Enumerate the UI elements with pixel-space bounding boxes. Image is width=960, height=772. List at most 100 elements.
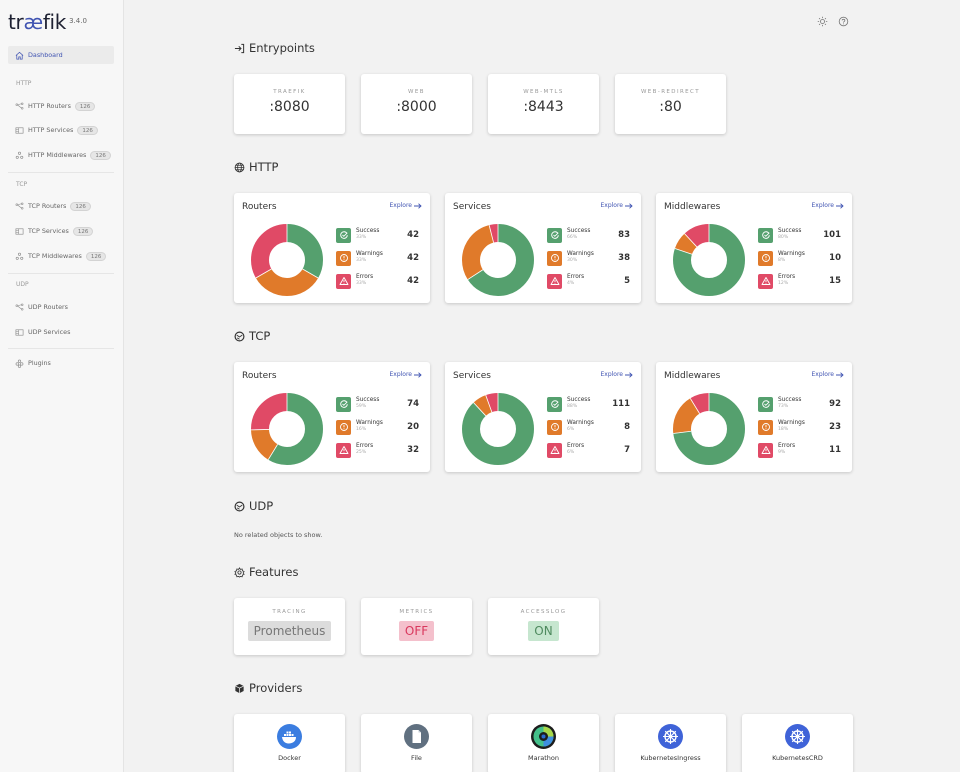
legend-count: 23 [829,422,841,432]
legend-label: Success [356,228,380,235]
services-icon [15,227,24,236]
entrypoint-name: WEB-REDIRECT [640,89,701,95]
http-services-card: Services Explore Success 66% 83 Warnings 30% 38… [445,193,641,303]
legend-count: 15 [829,276,841,286]
legend-percent: 12% [778,281,789,287]
alert-circle-icon [547,250,562,266]
explore-link[interactable]: Explore [600,371,633,378]
logo-text: træfik [8,10,67,34]
provider-card-kubernetesingress: KubernetesIngress [615,714,726,772]
explore-link[interactable]: Explore [811,371,844,378]
donut-chart [462,224,534,296]
theme-toggle-button[interactable] [817,12,828,27]
legend-percent: 25% [356,450,367,456]
legend-percent: 30% [567,258,578,264]
feature-status-badge: ON [528,621,559,641]
sidebar-divider [8,348,114,349]
routers-icon [15,102,24,111]
alert-circle-icon [336,250,351,266]
legend-count: 7 [624,445,630,455]
legend-label: Success [567,228,591,235]
legend-warnings: Warnings 16% 20 [336,419,422,435]
entrypoint-address: :8000 [396,99,437,115]
legend-count: 111 [612,399,630,409]
routers-icon [15,303,24,312]
globe-icon [234,162,245,173]
check-circle-icon [758,227,773,243]
legend-percent: 8% [778,258,786,264]
entrypoint-name: WEB [408,89,425,95]
entrypoint-address: :80 [659,99,682,115]
legend-percent: 80% [778,235,789,241]
provider-name: KubernetesIngress [640,754,701,762]
providers-heading: Providers [234,681,302,695]
marathon-icon [531,724,556,749]
sidebar-item-label: HTTP Routers [28,102,71,110]
sidebar-item-tcp-services[interactable]: TCP Services 126 [8,222,114,240]
sidebar-item-udp-services[interactable]: UDP Services [8,323,114,341]
count-badge: 126 [90,150,111,160]
legend-count: 11 [829,445,841,455]
explore-link[interactable]: Explore [389,202,422,209]
version-label: 3.4.0 [69,17,87,25]
alert-triangle-icon [547,273,562,289]
tcp-services-card: Services Explore Success 88% 111 Warnings 6% 8 E… [445,362,641,472]
routers-icon [15,202,24,211]
donut-chart [462,393,534,465]
explore-label: Explore [811,202,834,209]
sidebar-item-label: TCP Routers [28,202,67,210]
count-badge: 126 [77,125,98,135]
sidebar-item-http-services[interactable]: HTTP Services 126 [8,121,114,139]
help-button[interactable] [838,12,849,27]
donut-segment-warnings [251,224,323,296]
explore-link[interactable]: Explore [389,371,422,378]
sun-icon [817,16,828,27]
sidebar-item-label: TCP Middlewares [28,252,82,260]
legend-percent: 6% [567,427,575,433]
udp-empty-message: No related objects to show. [234,531,323,539]
legend-label: Errors [567,443,585,450]
tcp-icon [234,331,245,342]
sidebar-item-tcp-routers[interactable]: TCP Routers 126 [8,197,114,215]
legend-warnings: Warnings 30% 38 [547,250,633,266]
feature-card-tracing: TRACING Prometheus [234,598,345,655]
arrow-right-icon [836,202,844,209]
sidebar-item-label: UDP Services [28,328,71,336]
provider-name: Docker [278,754,301,762]
legend-success: Success 88% 111 [547,396,633,412]
alert-triangle-icon [547,442,562,458]
sidebar-item-http-middlewares[interactable]: HTTP Middlewares 126 [8,146,114,164]
udp-heading: UDP [234,499,273,513]
legend-warnings: Warnings 33% 42 [336,250,422,266]
explore-link[interactable]: Explore [600,202,633,209]
legend-label: Warnings [356,420,383,427]
legend-count: 42 [407,230,419,240]
help-icon [838,16,849,27]
check-circle-icon [336,227,351,243]
sidebar-item-dashboard[interactable]: Dashboard [8,46,114,64]
explore-link[interactable]: Explore [811,202,844,209]
sidebar-item-plugins[interactable]: Plugins [8,354,114,372]
alert-triangle-icon [336,273,351,289]
legend-count: 101 [823,230,841,240]
card-title: Middlewares [664,202,721,212]
explore-label: Explore [811,371,834,378]
arrow-right-icon [414,202,422,209]
services-icon [15,126,24,135]
middlewares-icon [15,151,24,160]
provider-card-kubernetescrd: KubernetesCRD [742,714,853,772]
legend-warnings: Warnings 6% 8 [547,419,633,435]
count-badge: 126 [74,101,96,111]
legend-percent: 33% [356,281,367,287]
sidebar-item-label: TCP Services [28,227,69,235]
legend-label: Errors [356,274,374,281]
legend-success: Success 33% 42 [336,227,422,243]
feature-name: METRICS [399,609,434,615]
sidebar-item-udp-routers[interactable]: UDP Routers [8,298,114,316]
sidebar-item-http-routers[interactable]: HTTP Routers 126 [8,97,114,115]
legend-count: 38 [618,253,630,263]
traefik-logo[interactable]: træfik 3.4.0 [8,10,87,34]
legend-label: Warnings [567,420,594,427]
feature-name: TRACING [272,609,307,615]
sidebar-item-tcp-middlewares[interactable]: TCP Middlewares 126 [8,247,114,265]
